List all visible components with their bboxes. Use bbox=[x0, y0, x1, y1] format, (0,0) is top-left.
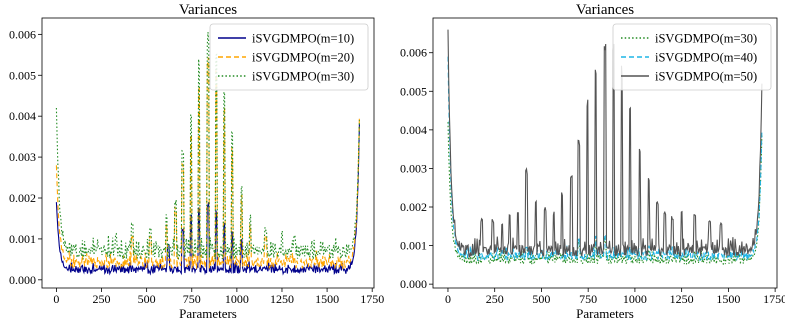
legend-label: iSVGDMPO(m=20) bbox=[252, 51, 354, 65]
y-tick-label: 0.001 bbox=[400, 239, 427, 253]
x-tick-label: 0 bbox=[53, 292, 59, 306]
x-tick-label: 250 bbox=[486, 292, 504, 306]
legend-box bbox=[612, 23, 772, 91]
x-tick-label: 1500 bbox=[315, 292, 339, 306]
x-tick-label: 750 bbox=[183, 292, 201, 306]
x-tick-label: 500 bbox=[532, 292, 550, 306]
legend: iSVGDMPO(m=10) iSVGDMPO(m=20) iSVGDMPO(m=3… bbox=[209, 23, 369, 91]
series-line-iSVGDMPO(m=30) bbox=[55, 32, 360, 261]
y-tick-label: 0.001 bbox=[9, 232, 36, 246]
legend-label: iSVGDMPO(m=30) bbox=[655, 32, 757, 46]
x-tick-label: 1000 bbox=[225, 292, 249, 306]
chart-panel-2: 0 250 500 750 1000 1250 1500 1750 0.000 0.001 0.00… bbox=[400, 2, 785, 321]
y-tick-label: 0.006 bbox=[9, 27, 36, 41]
y-tick-label: 0.005 bbox=[9, 68, 36, 82]
x-tick-label: 1750 bbox=[360, 292, 384, 306]
y-tick-label: 0.006 bbox=[400, 46, 427, 60]
y-tick-label: 0.002 bbox=[400, 200, 427, 214]
x-tick-label: 250 bbox=[93, 292, 111, 306]
legend-label: iSVGDMPO(m=50) bbox=[655, 70, 757, 84]
series-line-iSVGDMPO(m=30) bbox=[447, 122, 763, 266]
y-tick-label: 0.004 bbox=[400, 123, 427, 137]
legend-label: iSVGDMPO(m=40) bbox=[655, 51, 757, 65]
y-tick-label: 0.003 bbox=[400, 161, 427, 175]
chart-title: Variances bbox=[179, 2, 237, 18]
y-tick-label: 0.000 bbox=[400, 277, 427, 291]
axes-frame bbox=[432, 17, 778, 289]
series-line-iSVGDMPO(m=40) bbox=[447, 56, 763, 262]
x-tick-label: 500 bbox=[138, 292, 156, 306]
x-axis-label: Parameters bbox=[179, 306, 237, 321]
x-tick-label: 0 bbox=[445, 292, 451, 306]
series-line-iSVGDMPO(m=10) bbox=[55, 124, 360, 276]
chart-panel-1: 0 250 500 750 1000 1250 1500 1750 0.000 0.001 0.00… bbox=[9, 2, 384, 321]
legend: iSVGDMPO(m=30) iSVGDMPO(m=40) iSVGDMPO(m=5… bbox=[612, 23, 772, 91]
x-axis-label: Parameters bbox=[576, 306, 634, 321]
series-line-iSVGDMPO(m=50) bbox=[447, 29, 763, 258]
legend-label: iSVGDMPO(m=30) bbox=[252, 70, 354, 84]
chart-title: Variances bbox=[576, 2, 634, 18]
y-tick-label: 0.005 bbox=[400, 84, 427, 98]
x-tick-label: 1000 bbox=[623, 292, 647, 306]
x-tick-label: 1500 bbox=[716, 292, 740, 306]
axes-frame bbox=[41, 17, 375, 289]
y-tick-label: 0.002 bbox=[9, 191, 36, 205]
x-tick-label: 1250 bbox=[670, 292, 694, 306]
y-tick-label: 0.000 bbox=[9, 273, 36, 287]
x-tick-label: 1750 bbox=[763, 292, 785, 306]
legend-box bbox=[209, 23, 369, 91]
x-tick-label: 750 bbox=[579, 292, 597, 306]
legend-label: iSVGDMPO(m=10) bbox=[252, 32, 354, 46]
series-line-iSVGDMPO(m=20) bbox=[55, 57, 360, 270]
y-tick-label: 0.003 bbox=[9, 150, 36, 164]
y-tick-label: 0.004 bbox=[9, 109, 36, 123]
x-tick-label: 1250 bbox=[270, 292, 294, 306]
